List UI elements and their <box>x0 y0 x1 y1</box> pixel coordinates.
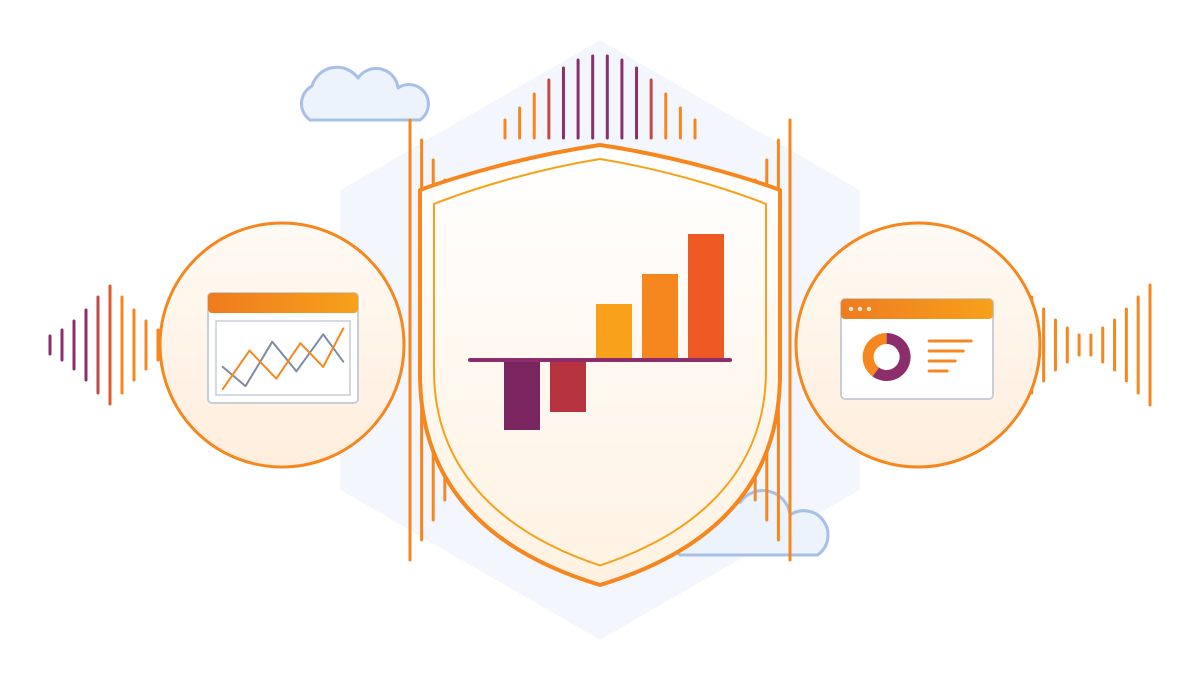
bar <box>688 234 724 360</box>
bar <box>642 274 678 360</box>
soundbars-far-left <box>50 286 170 404</box>
cloud-icon <box>301 67 428 120</box>
infographic-canvas <box>0 0 1200 675</box>
donut-chart-window <box>841 299 993 399</box>
bar <box>596 304 632 360</box>
line-chart-window <box>208 293 358 403</box>
bar <box>504 360 540 430</box>
bar <box>550 360 586 412</box>
